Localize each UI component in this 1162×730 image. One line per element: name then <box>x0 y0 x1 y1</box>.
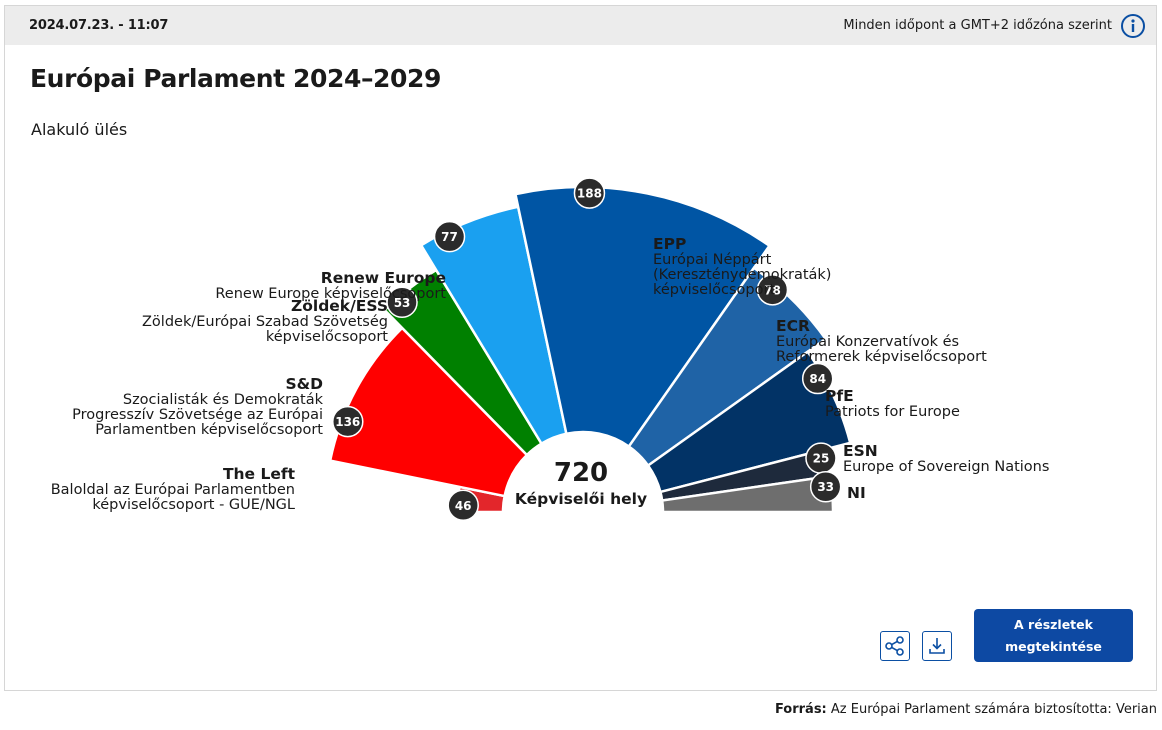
seat-count-the-left: 46 <box>455 499 472 513</box>
group-name-line: Zöldek/Európai Szabad Szövetség <box>142 314 388 330</box>
source-label: Forrás: <box>774 702 827 717</box>
seat-count-z-ldek-ess: 53 <box>394 296 411 310</box>
seat-count-pfe: 84 <box>809 372 826 386</box>
source-note: Forrás: Az Európai Parlament számára biz… <box>775 702 1157 717</box>
group-label-the-left: The Left Baloldal az Európai Parlamentben… <box>51 466 295 513</box>
timezone-text: Minden időpont a GMT+2 időzóna szerint <box>843 18 1112 33</box>
hemicycle-chart: 46 136 53 77 188 78 84 25 33 <box>328 177 852 522</box>
group-abbr: EPP <box>653 235 687 253</box>
seat-badge-the-left <box>447 489 479 522</box>
group-name-line: képviselőcsoport <box>265 329 388 345</box>
seat-total-label: Képviselői hely <box>514 490 648 508</box>
seat-count-renew-europe: 77 <box>441 230 458 244</box>
group-name-line: (Kereszténydemokraták) <box>653 267 832 283</box>
view-details-button[interactable]: A részletek megtekintése <box>974 609 1133 662</box>
seat-total: 720 Képviselői hely <box>511 456 651 508</box>
seat-count-esn: 25 <box>813 452 830 466</box>
seat-count-epp: 188 <box>577 187 602 201</box>
group-label-renew-europe: Renew Europe Renew Europe képviselőcsopor… <box>215 270 446 302</box>
group-label-z-ldek-ess: Zöldek/ESS Zöldek/Európai Szabad Szövetsé… <box>142 298 388 345</box>
seat-badge-s-d <box>332 405 364 438</box>
group-label-ecr: ECR Európai Konzervatívok és Reformerek ké… <box>776 318 987 365</box>
seat-badge-ecr <box>756 274 789 306</box>
group-abbr: NI <box>847 484 866 502</box>
group-abbr: S&D <box>285 375 323 393</box>
group-abbr: PfE <box>825 387 854 405</box>
group-name-line: Europe of Sovereign Nations <box>843 459 1050 475</box>
share-icon <box>885 636 904 656</box>
share-button[interactable] <box>880 631 910 661</box>
group-abbr: Renew Europe <box>320 269 446 287</box>
seat-badge-pfe <box>801 362 834 395</box>
group-label-epp: EPP Európai Néppárt (Kereszténydemokraták)… <box>653 236 831 298</box>
group-name-line: Parlamentben képviselőcsoport <box>95 422 323 438</box>
group-name-line: képviselőcsoport <box>653 282 776 298</box>
group-name-line: Patriots for Europe <box>825 404 960 420</box>
seat-badge-z-ldek-ess <box>386 286 418 319</box>
download-button[interactable] <box>922 631 952 661</box>
group-label-esn: ESN Europe of Sovereign Nations <box>843 443 1049 475</box>
seat-count-s-d: 136 <box>335 415 360 429</box>
top-bar: 2024.07.23. - 11:07 Minden időpont a GMT… <box>5 6 1156 45</box>
group-name-line: Progresszív Szövetsége az Európai <box>72 407 323 423</box>
seat-badge-ni <box>809 470 842 503</box>
group-label-s-d: S&D Szocialisták és Demokraták Progresszív… <box>72 376 323 438</box>
seat-count-ecr: 78 <box>764 283 781 297</box>
timezone-note: Minden időpont a GMT+2 időzóna szerint <box>843 13 1146 39</box>
group-abbr: Zöldek/ESS <box>291 297 388 315</box>
group-label-pfe: PfE Patriots for Europe <box>825 388 960 420</box>
seat-count-ni: 33 <box>817 480 834 494</box>
timestamp: 2024.07.23. - 11:07 <box>29 18 169 33</box>
group-name-line: Baloldal az Európai Parlamentben <box>50 482 295 498</box>
seat-badge-renew-europe <box>433 220 466 253</box>
group-name-line: Európai Konzervatívok és <box>776 334 960 350</box>
chart-title: Európai Parlament 2024–2029 <box>30 64 442 93</box>
group-name-line: Reformerek képviselőcsoport <box>776 349 987 365</box>
seat-badge-epp <box>573 177 606 209</box>
download-icon <box>929 638 945 654</box>
group-name-line: Renew Europe képviselőcsoport <box>215 286 446 302</box>
chart-subtitle: Alakuló ülés <box>31 120 128 139</box>
group-abbr: ESN <box>843 442 878 460</box>
source-text: Az Európai Parlament számára biztosított… <box>830 702 1157 717</box>
info-icon[interactable] <box>1120 13 1146 39</box>
seat-total-number: 720 <box>553 458 609 488</box>
chart-card: 2024.07.23. - 11:07 Minden időpont a GMT… <box>4 5 1157 691</box>
group-name-line: képviselőcsoport - GUE/NGL <box>92 497 295 513</box>
hemicycle-center <box>505 434 661 512</box>
group-label-ni: NI <box>847 485 866 502</box>
group-name-line: Európai Néppárt <box>653 252 772 268</box>
group-name-line: Szocialisták és Demokraták <box>122 392 323 408</box>
group-abbr: The Left <box>222 465 295 483</box>
group-abbr: ECR <box>776 317 810 335</box>
